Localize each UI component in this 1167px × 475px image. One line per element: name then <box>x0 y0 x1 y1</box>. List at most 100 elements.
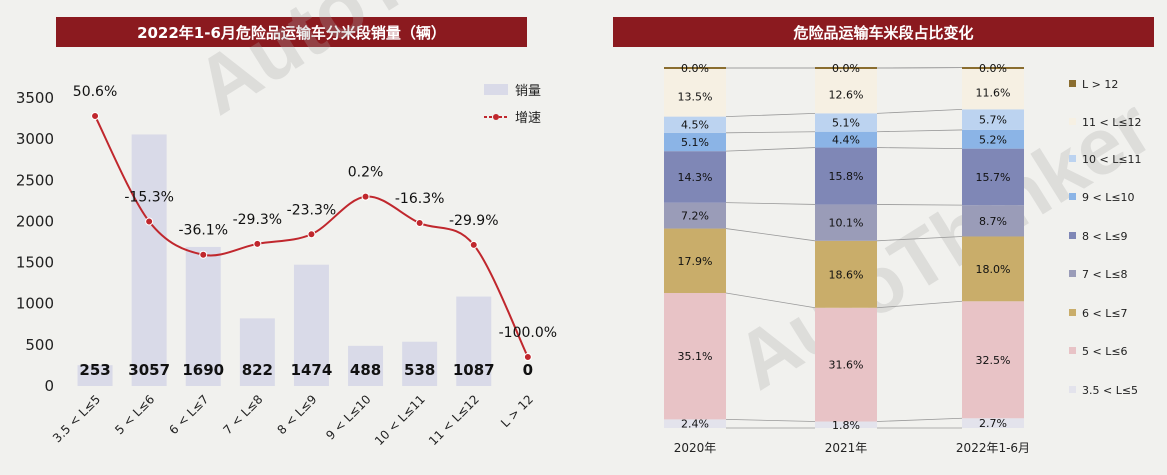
stacked-segment <box>664 151 726 203</box>
right-chart-title: 危险品运输车米段占比变化 <box>613 17 1154 47</box>
bar-sales <box>239 318 275 386</box>
connector-line <box>725 147 816 152</box>
legend-label: L > 12 <box>1082 78 1118 91</box>
bar-value-label: 1474 <box>291 361 333 379</box>
bar-sales <box>293 264 329 386</box>
legend-label-sales: 销量 <box>515 84 541 99</box>
growth-point <box>91 112 100 120</box>
growth-point <box>145 217 154 226</box>
segment-label: 5.1% <box>832 117 860 130</box>
stacked-segment <box>815 147 877 205</box>
legend-swatch-sales <box>484 84 508 95</box>
stacked-segment-zero <box>664 67 726 69</box>
segment-label: 13.5% <box>678 90 713 103</box>
bar-sales <box>456 296 492 386</box>
stacked-segment <box>962 109 1024 130</box>
connector-line <box>725 292 816 309</box>
x-tick-label: 2022年1-6月 <box>956 441 1030 455</box>
growth-label: 0.2% <box>348 165 384 181</box>
y-tick-label: 3000 <box>16 130 54 148</box>
legend-swatch <box>1069 232 1076 239</box>
y-tick-label: 2000 <box>16 212 54 230</box>
connector-line <box>876 204 963 206</box>
growth-point <box>523 353 532 361</box>
segment-label: 11.6% <box>976 87 1011 100</box>
y-tick-label: 1500 <box>16 254 54 272</box>
connector-line <box>876 109 963 114</box>
connector-line <box>725 418 816 422</box>
bar-value-label: 538 <box>404 361 435 379</box>
x-tick-label: 6 < L≤7 <box>166 392 211 437</box>
growth-label: -36.1% <box>178 223 228 239</box>
y-tick-label: 3500 <box>16 89 54 107</box>
segment-label: 5.1% <box>681 136 709 149</box>
bar-sales <box>131 134 167 386</box>
growth-label: -16.3% <box>395 191 445 207</box>
connector-line <box>725 112 816 117</box>
growth-point <box>199 250 208 259</box>
growth-label: 50.6% <box>73 84 117 100</box>
legend-label: 5 < L≤6 <box>1082 345 1128 358</box>
segment-label: 2.7% <box>979 417 1007 430</box>
bar-value-label: 1087 <box>453 361 495 379</box>
segment-label: 4.5% <box>681 119 709 132</box>
growth-point <box>307 230 316 239</box>
legend-label: 6 < L≤7 <box>1082 307 1128 320</box>
y-tick-label: 2500 <box>16 171 54 189</box>
stacked-segment-zero <box>815 67 877 69</box>
legend-label: 3.5 < L≤5 <box>1082 384 1138 397</box>
bar-sales <box>185 246 221 386</box>
segment-label: 5.7% <box>979 114 1007 127</box>
stacked-segment <box>815 113 877 132</box>
bar-value-label: 3057 <box>128 361 170 379</box>
y-tick-label: 1000 <box>16 295 54 313</box>
segment-label: 32.5% <box>976 354 1011 367</box>
stacked-segment <box>962 148 1024 206</box>
stacked-segment <box>664 202 726 229</box>
stacked-segment <box>664 68 726 117</box>
segment-label: 8.7% <box>979 215 1007 228</box>
segment-label: 0.0% <box>832 62 860 75</box>
legend-label-growth: 增速 <box>515 111 541 126</box>
stacked-segment <box>664 116 726 133</box>
segment-label: 35.1% <box>678 350 713 363</box>
left-chart-title: 2022年1-6月危险品运输车分米段销量（辆） <box>56 17 527 47</box>
connector-line <box>725 228 816 242</box>
legend-label: 7 < L≤8 <box>1082 268 1128 281</box>
legend-swatch <box>1069 270 1076 277</box>
segment-label: 0.0% <box>979 62 1007 75</box>
legend-swatch <box>1069 347 1076 354</box>
stacked-segment <box>815 131 877 148</box>
x-tick-label: 7 < L≤8 <box>220 392 265 437</box>
legend-label: 10 < L≤11 <box>1082 153 1142 166</box>
growth-point <box>361 192 370 201</box>
bar-value-label: 822 <box>242 361 273 379</box>
x-tick-label: 10 < L≤11 <box>372 392 428 448</box>
legend-label: 9 < L≤10 <box>1082 191 1135 204</box>
growth-point <box>253 239 262 248</box>
segment-label: 17.9% <box>678 255 713 268</box>
x-tick-label: 8 < L≤9 <box>275 392 320 437</box>
stacked-segment <box>962 301 1024 419</box>
bar-value-label: 253 <box>79 361 110 379</box>
legend-swatch <box>1069 118 1076 125</box>
segment-label: 18.0% <box>976 263 1011 276</box>
connector-line <box>725 131 816 134</box>
bar-sales <box>77 365 113 386</box>
stacked-segment <box>664 419 726 428</box>
segment-label: 1.8% <box>832 419 860 432</box>
stacked-segment <box>962 129 1024 149</box>
stacked-segment <box>962 67 1024 110</box>
segment-label: 31.6% <box>829 359 864 372</box>
connector-line <box>725 202 816 205</box>
legend-marker-growth <box>493 114 499 120</box>
segment-label: 2.4% <box>681 418 709 431</box>
segment-label: 10.1% <box>829 217 864 230</box>
growth-point <box>415 219 424 228</box>
stacked-segment <box>664 132 726 152</box>
segment-label: 15.7% <box>976 171 1011 184</box>
segment-label: 5.2% <box>979 133 1007 146</box>
x-tick-label: 2020年 <box>674 441 717 455</box>
stacked-segment <box>815 240 877 308</box>
stacked-segment <box>815 204 877 241</box>
